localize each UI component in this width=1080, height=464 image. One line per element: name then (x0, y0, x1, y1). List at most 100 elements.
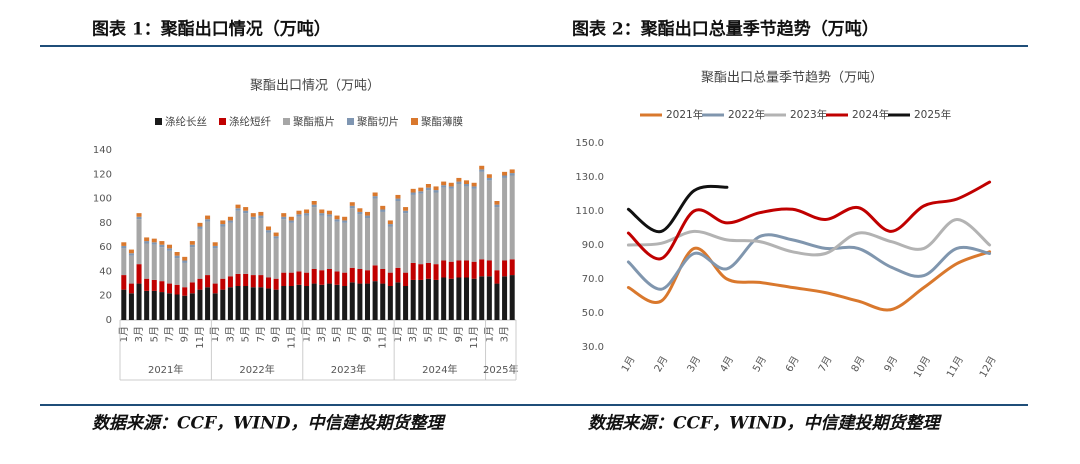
bar-segment (486, 174, 492, 178)
legend-label: 2021年 (666, 108, 703, 121)
bar-segment (265, 288, 272, 320)
bar-segment (395, 282, 401, 320)
bar-segment (342, 216, 348, 221)
bar-segment (387, 220, 393, 225)
bar-segment (258, 211, 264, 216)
legend-swatch (283, 118, 290, 125)
bar-segment (509, 275, 515, 320)
bar-segment (403, 286, 409, 320)
x-tick-label: 3月 (685, 354, 704, 374)
bar-segment (326, 216, 332, 269)
x-tick-label: 5月 (148, 326, 160, 342)
bar-segment (235, 208, 241, 211)
bar-segment (227, 287, 233, 320)
bar-segment (502, 276, 508, 320)
bar-segment (151, 279, 157, 291)
bar-segment (456, 184, 462, 261)
bar-segment (326, 210, 332, 215)
bar-segment (509, 173, 515, 176)
series-line (626, 246, 992, 312)
bar-segment (486, 180, 492, 261)
bar-segment (205, 219, 211, 222)
bar-segment (144, 237, 150, 242)
bar-segment (395, 267, 401, 283)
x-tick-label: 3月 (499, 326, 511, 342)
bar-segment (433, 186, 439, 191)
bar-segment (471, 182, 477, 187)
bar-segment (486, 260, 492, 277)
bar-segment (387, 226, 393, 273)
bar-segment (166, 248, 173, 251)
source: 数据来源：CCF，WIND，中信建投期货整理 (92, 414, 446, 434)
bar-segment (349, 205, 355, 209)
bar-segment (235, 204, 241, 209)
legend-label: 涤纶长丝 (165, 115, 207, 128)
bar-segment (357, 211, 363, 215)
bar-segment (258, 275, 264, 288)
bar-segment (463, 260, 470, 278)
bar-segment (304, 272, 310, 286)
bar-segment (243, 286, 249, 320)
x-tick-label: 7月 (164, 326, 176, 342)
bar-segment (250, 275, 256, 288)
legend-label: 聚酯切片 (357, 115, 399, 128)
bar-segment (189, 282, 195, 294)
bar-segment (410, 279, 416, 320)
bar-segment (205, 287, 211, 320)
series-line (626, 184, 729, 233)
bar-segment (357, 269, 363, 284)
bar-segment (448, 186, 454, 189)
bar-segment (418, 191, 424, 194)
bar-segment (319, 215, 325, 271)
bar-segment (136, 213, 142, 217)
bar-segment (166, 293, 173, 320)
bar-segment (456, 260, 462, 278)
bar-segment (380, 283, 386, 320)
x-tick-label: 7月 (346, 326, 358, 342)
bar-segment (273, 236, 279, 239)
bar-segment (502, 260, 508, 277)
bar-segment (395, 201, 401, 268)
bar-segment (471, 188, 477, 262)
bar-segment (151, 238, 157, 243)
bar-segment (144, 241, 150, 244)
bar-segment (334, 219, 340, 222)
bar-segment (357, 214, 363, 269)
bar-segment (410, 188, 416, 193)
x-tick-label: 1月 (209, 326, 221, 342)
bar-segment (372, 196, 378, 199)
bar-segment (304, 213, 310, 216)
bar-segment (456, 277, 462, 320)
bar-segment (463, 184, 470, 187)
bar-segment (364, 211, 371, 216)
x-tick-label: 9月 (362, 326, 374, 342)
bar-segment (151, 242, 157, 245)
y-tick-label: 20 (99, 291, 112, 302)
bar-segment (235, 286, 241, 320)
bar-segment (250, 216, 256, 220)
bar-segment (494, 270, 500, 284)
bar-segment (197, 226, 203, 229)
legend-label: 2025年 (914, 108, 951, 121)
bar-segment (166, 250, 173, 284)
x-tick-label: 1月 (118, 326, 130, 342)
bar-segment (471, 186, 477, 189)
bar-segment (166, 244, 173, 249)
bar-segment (304, 209, 310, 214)
x-tick-label: 9月 (270, 326, 282, 342)
x-group-label: 2021年 (148, 363, 183, 376)
bar-segment (128, 253, 134, 256)
bar-segment (265, 277, 272, 289)
bar-segment (326, 283, 332, 320)
bar-segment (220, 224, 226, 227)
bar-segment (441, 181, 447, 186)
bar-segment (311, 201, 317, 205)
bar-segment (502, 177, 508, 261)
bar-segment (425, 190, 431, 263)
bar-segment (281, 272, 287, 286)
bar-segment (258, 218, 264, 276)
bar-segment (220, 278, 226, 290)
bar-segment (425, 262, 431, 279)
bar-segment (136, 264, 142, 284)
bar-segment (319, 213, 325, 216)
